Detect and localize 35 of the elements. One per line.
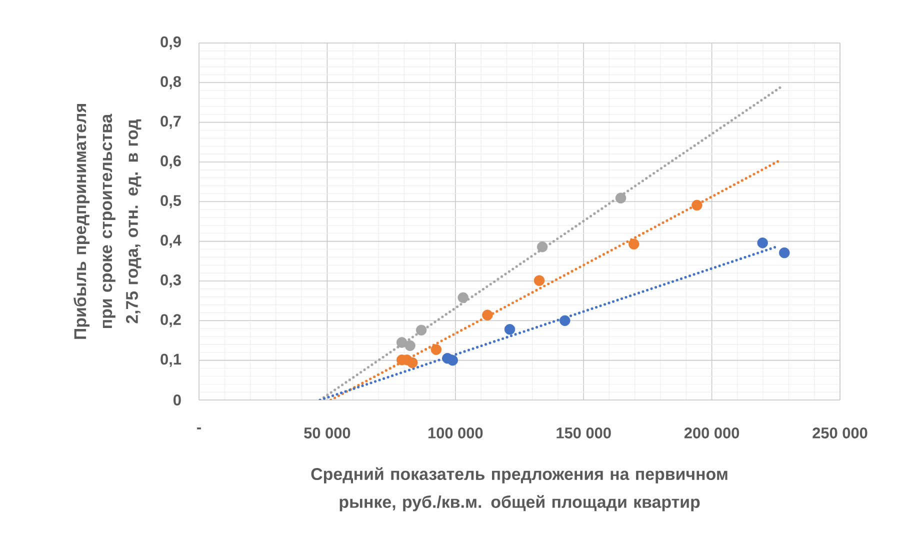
y-tick-label: 0,3 [160, 274, 181, 288]
point [536, 241, 548, 252]
x-tick-label: 200 000 [684, 428, 740, 438]
point [482, 310, 493, 320]
point [406, 357, 418, 368]
point [628, 238, 640, 250]
y-tick-label: 0,6 [160, 155, 181, 169]
point [447, 354, 458, 366]
y-tick-label: 0,2 [160, 314, 181, 328]
point [416, 324, 427, 336]
x-tick-label: 150 000 [556, 428, 611, 438]
x-axis-title: Средний показатель предложения на первичном рынке, руб./кв.м. общей площади квартир [311, 467, 728, 512]
y-tick-label: 0,7 [160, 116, 181, 129]
x-tick-label: 100 000 [428, 428, 483, 438]
x-tick-label: - [197, 428, 201, 430]
point [458, 292, 468, 304]
point [778, 247, 790, 258]
y-axis-title: Прибыль предпринимателя при сроке строительства 2,75 года, отн. ед. в год [74, 104, 142, 339]
x-tick-label: 50 000 [304, 428, 350, 438]
point [615, 192, 626, 204]
y-tick-label: 0,8 [160, 76, 182, 90]
y-tick-label: 0 [174, 394, 181, 406]
point [396, 337, 408, 348]
point [404, 340, 416, 352]
point [430, 344, 442, 355]
y-tick-label: 0,9 [160, 36, 181, 50]
x-tick-label: 250 000 [812, 428, 868, 438]
y-tick-label: 0,5 [160, 195, 182, 208]
point [757, 238, 768, 248]
point [560, 315, 570, 326]
point [534, 275, 545, 286]
point [504, 324, 516, 335]
y-tick-label: 0,1 [160, 354, 182, 367]
point [692, 200, 702, 211]
y-tick-label: 0,4 [160, 234, 182, 248]
